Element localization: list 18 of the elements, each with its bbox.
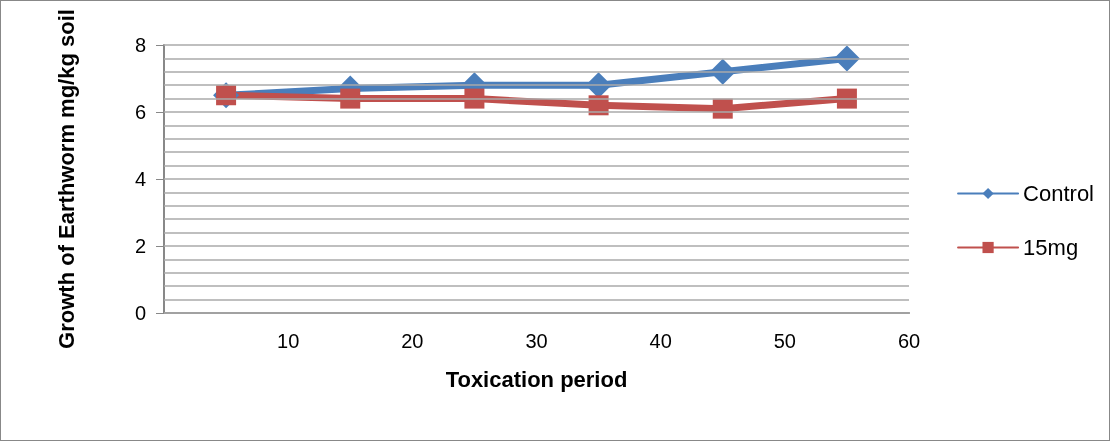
x-axis-title: Toxication period bbox=[445, 366, 628, 392]
point bbox=[340, 88, 361, 109]
x-tick-label: 20 bbox=[401, 330, 424, 352]
x-tick-label: 60 bbox=[897, 330, 921, 352]
legend-label: 15mg bbox=[1023, 235, 1079, 260]
y-tick-label: 6 bbox=[134, 101, 146, 123]
y-tick-label: 2 bbox=[134, 235, 146, 257]
y-axis-title: Growth of Earthworm mg/kg soil bbox=[53, 9, 79, 349]
y-tick-label: 4 bbox=[134, 168, 146, 190]
legend-label: Control bbox=[1023, 181, 1094, 206]
x-tick-label: 50 bbox=[773, 330, 796, 352]
x-tick-label: 30 bbox=[525, 330, 548, 352]
y-tick-label: 0 bbox=[134, 302, 146, 324]
y-tick-label: 8 bbox=[134, 34, 146, 56]
point bbox=[464, 88, 485, 109]
x-tick-label: 40 bbox=[649, 330, 672, 352]
x-tick-label: 10 bbox=[277, 330, 300, 352]
point bbox=[836, 88, 857, 109]
